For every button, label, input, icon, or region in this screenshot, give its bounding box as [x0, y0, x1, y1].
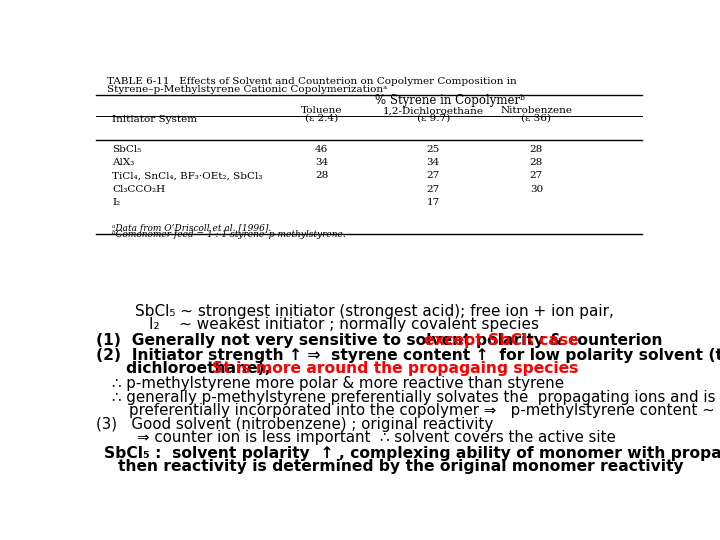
Text: (ε 36): (ε 36): [521, 114, 552, 123]
Text: except SbCl₅ case: except SbCl₅ case: [423, 333, 578, 348]
Text: Toluene: Toluene: [301, 106, 342, 116]
Text: 28: 28: [530, 158, 543, 167]
Text: 46: 46: [315, 145, 328, 154]
Text: I₂: I₂: [112, 198, 120, 207]
Text: (ε 2.4): (ε 2.4): [305, 114, 338, 123]
Text: dichloroethane),: dichloroethane),: [126, 361, 276, 376]
Text: I₂    ~ weakest initiator ; normally covalent species: I₂ ~ weakest initiator ; normally covale…: [148, 317, 539, 332]
Text: 27: 27: [426, 171, 440, 180]
Text: Initiator System: Initiator System: [112, 114, 197, 124]
Text: (ε 9.7): (ε 9.7): [417, 114, 450, 123]
Text: % Styrene in Copolymerᵇ: % Styrene in Copolymerᵇ: [375, 94, 525, 107]
Text: TABLE 6-11   Effects of Solvent and Counterion on Copolymer Composition in: TABLE 6-11 Effects of Solvent and Counte…: [107, 77, 516, 86]
Text: St is more around the propagaing species: St is more around the propagaing species: [212, 361, 578, 376]
Text: ᵃData from O’Driscoll et al. [1996].: ᵃData from O’Driscoll et al. [1996].: [112, 224, 271, 233]
Text: AlX₃: AlX₃: [112, 158, 135, 167]
Text: 1,2-Dichloroethane: 1,2-Dichloroethane: [382, 106, 484, 116]
Text: (2)  Initiator strength ↑ ⇒  styrene content ↑  for low polarity solvent (toluen: (2) Initiator strength ↑ ⇒ styrene conte…: [96, 348, 720, 363]
Text: SbCl₅ ~ strongest initiator (strongest acid); free ion + ion pair,: SbCl₅ ~ strongest initiator (strongest a…: [135, 304, 613, 319]
Text: 17: 17: [426, 198, 440, 207]
Text: 28: 28: [315, 171, 328, 180]
Text: ⇒ counter ion is less important  ∴ solvent covers the active site: ⇒ counter ion is less important ∴ solven…: [118, 430, 616, 445]
Text: ∴ generally p-methylstyrene preferentially solvates the  propagating ions and is: ∴ generally p-methylstyrene preferential…: [112, 390, 716, 406]
Text: ∴ p-methylstyrene more polar & more reactive than styrene: ∴ p-methylstyrene more polar & more reac…: [112, 376, 564, 391]
Text: (3)   Good solvent (nitrobenzene) ; original reactivity: (3) Good solvent (nitrobenzene) ; origin…: [96, 417, 492, 433]
Text: Cl₃CCO₂H: Cl₃CCO₂H: [112, 185, 166, 193]
Text: Styrene–p-Methylstyrene Cationic Copolymerizationᵃ: Styrene–p-Methylstyrene Cationic Copolym…: [107, 85, 387, 94]
Text: preferentially incorporated into the copolymer ⇒   p-methylstyrene content ~ abo: preferentially incorporated into the cop…: [129, 403, 720, 418]
Text: SbCl₅: SbCl₅: [112, 145, 142, 154]
Text: 30: 30: [530, 185, 543, 193]
Text: 34: 34: [315, 158, 328, 167]
Text: 28: 28: [530, 145, 543, 154]
Text: TiCl₄, SnCl₄, BF₃·OEt₂, SbCl₃: TiCl₄, SnCl₄, BF₃·OEt₂, SbCl₃: [112, 171, 263, 180]
Text: Nitrobenzene: Nitrobenzene: [500, 106, 572, 116]
Text: 25: 25: [426, 145, 440, 154]
Text: 34: 34: [426, 158, 440, 167]
Text: 27: 27: [426, 185, 440, 193]
Text: (1)  Generally not very sensitive to solvent polarity & counterion: (1) Generally not very sensitive to solv…: [96, 333, 667, 348]
Text: then reactivity is determined by the original monomer reactivity: then reactivity is determined by the ori…: [118, 458, 683, 474]
Text: SbCl₅ :  solvent polarity  ↑ , complexing ability of monomer with propagating ch: SbCl₅ : solvent polarity ↑ , complexing …: [104, 446, 720, 461]
Text: 27: 27: [530, 171, 543, 180]
Text: ᵇComonomer feed = 1 : 1 styrene–p-methylstyrene.: ᵇComonomer feed = 1 : 1 styrene–p-methyl…: [112, 230, 346, 239]
